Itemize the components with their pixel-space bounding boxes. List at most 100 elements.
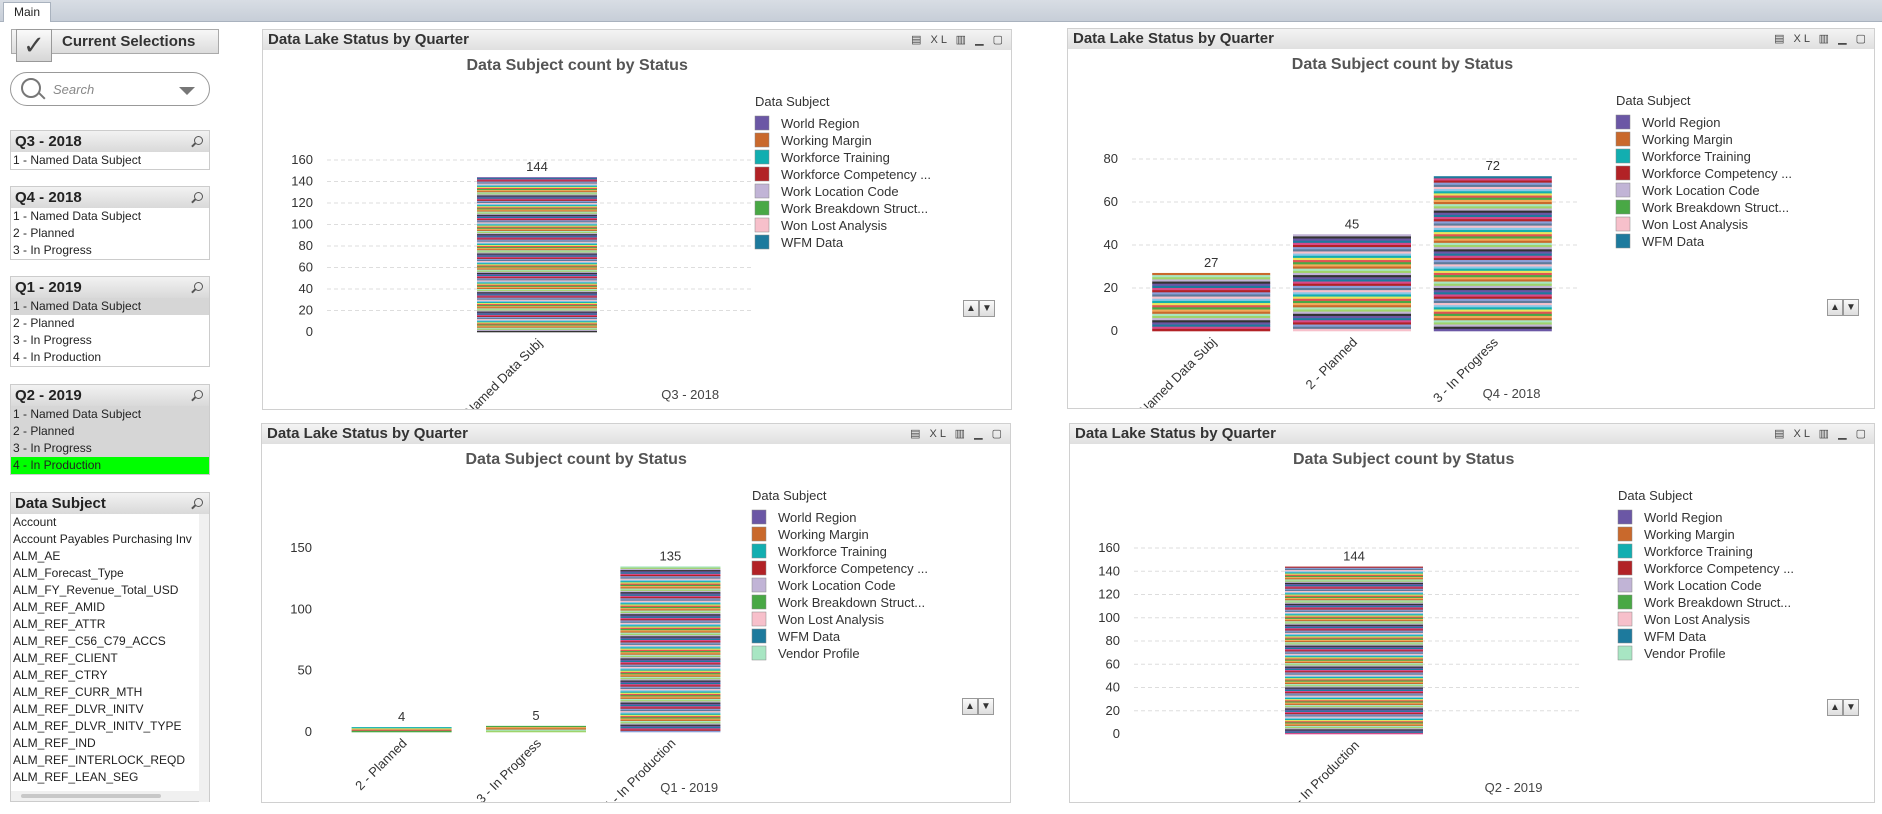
legend-item[interactable]: Workforce Training	[754, 149, 890, 165]
legend-item[interactable]: Work Location Code	[754, 183, 899, 199]
chevron-down-icon[interactable]	[179, 87, 195, 95]
list-item[interactable]: ALM_FY_Revenue_Total_USD	[13, 583, 179, 597]
legend-item[interactable]: Work Location Code	[751, 577, 896, 593]
panel-toolbar-icons[interactable]: ▤ XL ▥ ▁ ▢	[910, 428, 1005, 440]
bar[interactable]	[1285, 566, 1423, 735]
list-item[interactable]: 1 - Named Data Subject	[11, 298, 209, 315]
search-icon[interactable]	[194, 390, 203, 399]
legend-swatch	[1617, 543, 1633, 559]
legend-item[interactable]: World Region	[1615, 114, 1721, 130]
search-icon[interactable]	[194, 192, 203, 201]
search-icon[interactable]	[194, 136, 203, 145]
legend-item[interactable]: Workforce Competency ...	[751, 560, 928, 576]
list-item[interactable]: ALM_REF_LEAN_SEG	[13, 770, 139, 784]
legend-item[interactable]: Workforce Training	[1615, 148, 1751, 164]
legend-item[interactable]: Work Breakdown Struct...	[1615, 199, 1789, 215]
scroll-down-icon[interactable]: ▼	[978, 698, 994, 715]
list-item[interactable]: 2 - Planned	[13, 316, 75, 330]
bar-segment	[1285, 686, 1423, 688]
list-item[interactable]: 2 - Planned	[13, 226, 75, 240]
list-item[interactable]: 3 - In Progress	[11, 440, 209, 457]
bar-segment	[620, 724, 721, 727]
scroll-up-icon[interactable]: ▲	[963, 300, 979, 317]
scroll-up-icon[interactable]: ▲	[962, 698, 978, 715]
legend-item[interactable]: Working Margin	[751, 526, 869, 542]
legend-item[interactable]: Won Lost Analysis	[1617, 611, 1750, 627]
legend-item[interactable]: Vendor Profile	[751, 645, 860, 661]
list-item[interactable]: ALM_REF_IND	[13, 736, 96, 750]
legend-item[interactable]: WFM Data	[754, 234, 844, 250]
list-item[interactable]: 4 - In Production	[13, 350, 102, 364]
bar[interactable]	[620, 566, 721, 733]
scroll-down-icon[interactable]: ▼	[1843, 699, 1859, 716]
panel-toolbar-icons[interactable]: ▤ XL ▥ ▁ ▢	[911, 34, 1006, 46]
panel-toolbar-icons[interactable]: ▤ XL ▥ ▁ ▢	[1774, 33, 1869, 45]
legend-item[interactable]: Working Margin	[1615, 131, 1733, 147]
legend-item[interactable]: World Region	[754, 115, 860, 131]
legend-item[interactable]: Workforce Training	[1617, 543, 1753, 559]
list-item[interactable]: Account Payables Purchasing Inv	[13, 532, 192, 546]
legend-item[interactable]: Won Lost Analysis	[751, 611, 884, 627]
list-item[interactable]: 1 - Named Data Subject	[13, 209, 142, 223]
legend-item[interactable]: Workforce Competency ...	[1617, 560, 1794, 576]
horizontal-scrollbar[interactable]	[11, 791, 199, 801]
legend-item[interactable]: Work Location Code	[1617, 577, 1762, 593]
list-item[interactable]: 1 - Named Data Subject	[11, 406, 209, 423]
list-item[interactable]: ALM_REF_ATTR	[13, 617, 106, 631]
legend-item[interactable]: Vendor Profile	[1617, 645, 1726, 661]
search-icon[interactable]	[194, 498, 203, 507]
list-item[interactable]: ALM_AE	[13, 549, 61, 563]
scroll-up-icon[interactable]: ▲	[1827, 699, 1843, 716]
list-item[interactable]: ALM_REF_DLVR_INITV_TYPE	[13, 719, 182, 733]
legend-item[interactable]: Workforce Competency ...	[1615, 165, 1792, 181]
legend-item[interactable]: World Region	[1617, 509, 1723, 525]
scroll-down-icon[interactable]: ▼	[1843, 299, 1859, 316]
legend-item[interactable]: Work Breakdown Struct...	[751, 594, 925, 610]
list-item[interactable]: ALM_REF_CLIENT	[13, 651, 118, 665]
bar-segment	[1285, 593, 1423, 595]
list-item[interactable]: ALM_REF_AMID	[13, 600, 106, 614]
legend-item[interactable]: Work Breakdown Struct...	[1617, 594, 1791, 610]
scroll-down-icon[interactable]: ▼	[979, 300, 995, 317]
bar[interactable]	[1433, 176, 1552, 332]
list-item[interactable]: 2 - Planned	[11, 423, 209, 440]
list-item[interactable]: 1 - Named Data Subject	[13, 153, 142, 167]
legend-item[interactable]: Work Location Code	[1615, 182, 1760, 198]
list-item[interactable]: 3 - In Progress	[13, 333, 92, 347]
legend-item[interactable]: Working Margin	[1617, 526, 1735, 542]
legend-item[interactable]: Working Margin	[754, 132, 872, 148]
current-selections-button[interactable]: ✓ Current Selections	[11, 29, 219, 62]
legend-item[interactable]: Workforce Training	[751, 543, 887, 559]
vertical-scrollbar[interactable]	[199, 514, 209, 802]
legend-item[interactable]: WFM Data	[1615, 233, 1705, 249]
legend-item[interactable]: Workforce Competency ...	[754, 166, 931, 182]
legend-item[interactable]: Won Lost Analysis	[754, 217, 887, 233]
bar-segment	[1285, 580, 1423, 583]
tab-main[interactable]: Main	[3, 2, 52, 22]
bar-segment	[1285, 646, 1423, 649]
list-item[interactable]: ALM_REF_CURR_MTH	[13, 685, 143, 699]
panel-toolbar-icons[interactable]: ▤ XL ▥ ▁ ▢	[1774, 428, 1869, 440]
legend-item[interactable]: Won Lost Analysis	[1615, 216, 1748, 232]
list-item[interactable]: ALM_REF_INTERLOCK_REQD	[13, 753, 186, 767]
search-box[interactable]: Search	[10, 72, 210, 106]
list-item[interactable]: 3 - In Progress	[13, 243, 92, 257]
legend-item[interactable]: WFM Data	[751, 628, 841, 644]
scroll-up-icon[interactable]: ▲	[1827, 299, 1843, 316]
legend-item[interactable]: WFM Data	[1617, 628, 1707, 644]
bar[interactable]	[351, 727, 452, 733]
list-item[interactable]: Account	[13, 515, 57, 529]
legend-item[interactable]: World Region	[751, 509, 857, 525]
list-item[interactable]: ALM_REF_C56_C79_ACCS	[13, 634, 166, 648]
bar[interactable]	[1293, 234, 1411, 332]
bar[interactable]	[1152, 272, 1271, 332]
search-icon[interactable]	[194, 282, 203, 291]
list-item[interactable]: ALM_REF_CTRY	[13, 668, 108, 682]
list-item[interactable]: 4 - In Production	[11, 457, 209, 474]
bar[interactable]	[477, 177, 597, 333]
list-item[interactable]: ALM_Forecast_Type	[13, 566, 124, 580]
legend-item[interactable]: Work Breakdown Struct...	[754, 200, 928, 216]
list-item[interactable]: ALM_REF_DLVR_INITV	[13, 702, 144, 716]
bar-segment	[1285, 675, 1423, 678]
bar[interactable]	[486, 725, 586, 733]
